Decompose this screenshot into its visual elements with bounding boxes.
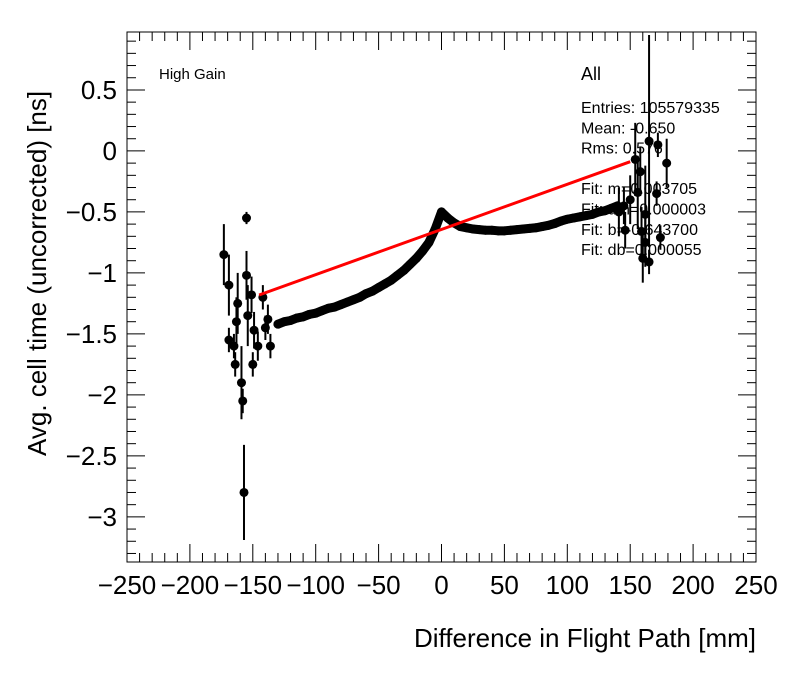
data-point [386,275,396,285]
data-point [625,195,635,205]
data-point [443,213,453,223]
x-tick-label: 0 [434,570,448,600]
data-point [236,378,246,388]
y-tick-label: −3 [87,502,117,532]
data-point [411,253,421,263]
x-tick-label: −150 [224,570,283,600]
data-point [418,246,428,256]
y-tick-label: −2 [87,380,117,410]
data-point [424,237,434,247]
stats-line: Entries: 105579335 [581,100,720,117]
y-tick-label: −1.5 [66,319,117,349]
data-point [644,257,654,267]
data-point [229,341,239,351]
gain-label: High Gain [159,66,226,83]
stats-line: Fit: m=0.003705 [581,181,697,198]
data-point [392,270,402,280]
x-tick-label: 250 [734,570,777,600]
data-point [248,359,258,369]
data-point [481,225,491,235]
y-tick-label: 0.5 [81,75,117,105]
data-point [233,298,243,308]
stats-line: Rms: 0.576 [581,141,663,158]
fit-line [258,160,631,297]
y-tick-label: −0.5 [66,197,117,227]
y-tick-label: −1 [87,258,117,288]
data-point [652,189,662,199]
stats-line: Mean: -0.650 [581,120,675,137]
data-point [242,213,252,223]
data-point [644,136,654,146]
data-point [239,487,249,497]
stats-line: Fit: dm=0.000003 [581,202,706,219]
x-tick-label: −200 [161,570,220,600]
data-point [253,341,263,351]
data-point [265,341,275,351]
stats-title: All [581,64,601,84]
data-point [655,233,665,243]
x-tick-labels: −250 −200 −150 −100 −50 0 50 100 150 200 250 [98,570,778,600]
y-axis-label: Avg. cell time (uncorrected) [ns] [22,91,52,456]
data-point [620,225,630,235]
stats-line: Fit: b=-0.643700 [581,222,698,239]
x-tick-label: −50 [357,570,401,600]
data-point [219,250,229,260]
y-tick-labels: 0.5 0 −0.5 −1 −1.5 −2 −2.5 −3 [66,75,117,532]
stats-box: Entries: 105579335 Mean: -0.650 Rms: 0.576… [581,100,720,259]
data-point [243,311,253,321]
x-axis-label: Difference in Flight Path [mm] [414,623,756,653]
y-tick-label: −2.5 [66,441,117,471]
data-point [231,317,241,327]
x-tick-label: −250 [98,570,157,600]
x-tick-label: 150 [609,570,652,600]
data-point [662,158,672,168]
data-point [633,187,643,197]
data-point [493,226,503,236]
data-point [437,207,446,217]
x-tick-label: 100 [546,570,589,600]
data-point [247,290,257,300]
data-point [640,209,650,219]
x-tick-label: 200 [671,570,714,600]
data-point [653,140,663,150]
stats-line: Fit: db=0.000055 [581,242,702,259]
data-point [230,359,240,369]
x-tick-label: −100 [286,570,345,600]
data-point [242,270,252,280]
data-point [637,226,647,236]
y-tick-label: 0 [103,136,117,166]
data-points [219,35,672,541]
x-tick-label: 50 [490,570,519,600]
data-point [238,396,248,406]
data-point [399,265,409,275]
data-point [224,335,234,345]
data-point [263,314,273,324]
data-point [405,259,415,269]
data-point [224,280,234,290]
data-point [614,207,624,217]
data-point [249,325,259,335]
data-point [619,201,629,211]
axis-ticks [126,32,757,562]
